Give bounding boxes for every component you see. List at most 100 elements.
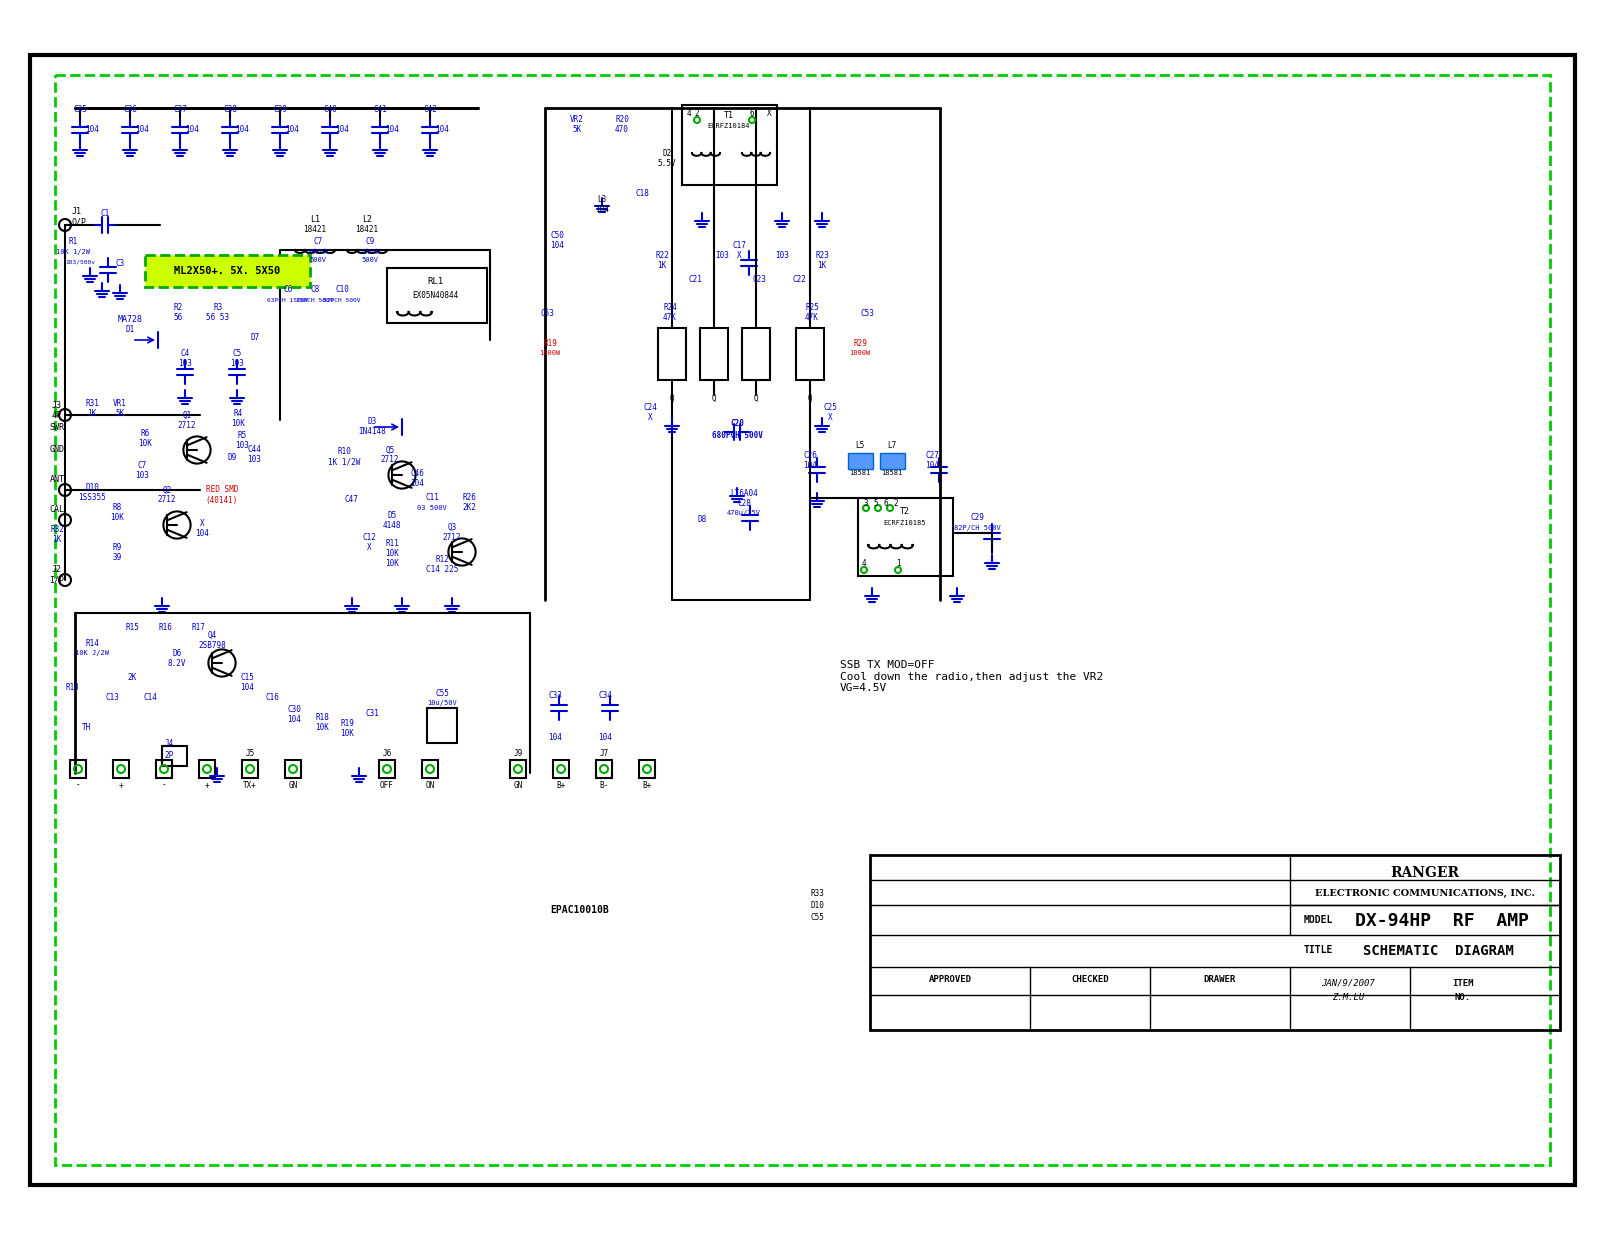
Text: CAL: CAL — [50, 506, 64, 515]
Bar — [880, 453, 906, 469]
Text: I03: I03 — [715, 251, 730, 261]
Text: C18: C18 — [635, 188, 650, 198]
Text: 4148: 4148 — [382, 521, 402, 529]
Text: C29: C29 — [970, 513, 984, 522]
Bar — [858, 499, 954, 576]
Text: 47K: 47K — [805, 313, 819, 323]
Text: TH: TH — [82, 724, 91, 732]
Text: +: + — [205, 781, 210, 789]
Text: C1: C1 — [101, 209, 110, 218]
Text: 680PCH 500V: 680PCH 500V — [712, 432, 763, 440]
Text: C39: C39 — [274, 105, 286, 115]
Text: C44: C44 — [246, 445, 261, 454]
Text: D6: D6 — [173, 648, 182, 658]
Bar — [848, 453, 874, 469]
Text: RED SMD: RED SMD — [206, 485, 238, 495]
Text: L1: L1 — [310, 215, 320, 224]
Text: 1000W: 1000W — [539, 350, 560, 356]
Text: X: X — [200, 518, 205, 527]
Text: C14: C14 — [142, 694, 157, 703]
Text: T1: T1 — [723, 111, 734, 120]
Text: C37: C37 — [173, 105, 187, 115]
Text: 104: 104 — [334, 125, 349, 135]
Text: C6: C6 — [283, 286, 293, 294]
Text: R11: R11 — [386, 538, 398, 548]
Text: Q: Q — [670, 393, 674, 402]
Text: C27: C27 — [925, 452, 939, 460]
Text: MODEL: MODEL — [1304, 915, 1333, 925]
Text: 104: 104 — [410, 479, 424, 487]
Text: X: X — [827, 412, 832, 422]
Text: C35: C35 — [74, 105, 86, 115]
Text: EPAC10010B: EPAC10010B — [550, 905, 610, 915]
Bar — [242, 760, 258, 778]
Text: R9: R9 — [112, 543, 122, 553]
Text: 10K 1/2W: 10K 1/2W — [56, 249, 90, 255]
Text: C23: C23 — [752, 276, 766, 285]
Text: J1: J1 — [72, 208, 82, 216]
Text: C3: C3 — [115, 259, 125, 267]
Text: X: X — [366, 543, 371, 553]
Text: R20: R20 — [614, 115, 629, 125]
Text: 63PCH 1500V: 63PCH 1500V — [267, 298, 309, 303]
Text: C14 225: C14 225 — [426, 565, 458, 574]
Text: R1: R1 — [69, 238, 78, 246]
Text: 103: 103 — [178, 360, 192, 369]
Text: Q: Q — [808, 393, 813, 402]
Text: 103: 103 — [134, 471, 149, 480]
Bar — [114, 760, 130, 778]
Text: 56: 56 — [173, 313, 182, 322]
Text: O/P: O/P — [72, 218, 86, 226]
Text: T2: T2 — [899, 506, 910, 516]
Text: ON: ON — [426, 781, 435, 789]
Text: C47: C47 — [344, 496, 358, 505]
Text: C12: C12 — [362, 533, 376, 543]
Text: J7: J7 — [600, 748, 608, 757]
Text: C55: C55 — [810, 913, 824, 922]
Text: C22: C22 — [792, 276, 806, 285]
Bar — [870, 855, 1560, 1030]
Text: 103: 103 — [246, 455, 261, 465]
Text: 1K: 1K — [818, 261, 827, 271]
Text: MA728: MA728 — [118, 315, 142, 324]
Text: L7: L7 — [888, 442, 896, 450]
Text: Q5: Q5 — [386, 445, 395, 454]
Text: R10: R10 — [338, 448, 350, 456]
Text: 82PCH 500V: 82PCH 500V — [323, 298, 360, 303]
Text: 1K: 1K — [658, 261, 667, 271]
Text: R22: R22 — [654, 251, 669, 261]
Text: R3: R3 — [213, 303, 222, 312]
Text: D7: D7 — [250, 334, 259, 343]
Text: C10: C10 — [334, 286, 349, 294]
Text: 3: 3 — [864, 499, 869, 507]
Text: TITLE: TITLE — [1304, 945, 1333, 955]
Text: R24: R24 — [662, 303, 677, 313]
Bar — [658, 328, 686, 380]
Text: 104: 104 — [195, 528, 210, 538]
Bar — [427, 708, 458, 743]
Text: L2: L2 — [362, 215, 371, 224]
Text: GND: GND — [50, 445, 64, 454]
Text: APPROVED: APPROVED — [928, 976, 971, 985]
Text: R32: R32 — [50, 526, 64, 534]
Text: R2: R2 — [173, 303, 182, 312]
Text: C42: C42 — [422, 105, 437, 115]
Text: 4: 4 — [686, 109, 691, 118]
Text: VR2: VR2 — [570, 115, 584, 125]
Text: 104: 104 — [134, 125, 149, 135]
Text: D9: D9 — [227, 453, 237, 461]
Text: C33: C33 — [549, 691, 562, 700]
Text: C7: C7 — [138, 461, 147, 470]
Text: C36: C36 — [123, 105, 138, 115]
Text: 10K: 10K — [230, 418, 245, 428]
Text: 6: 6 — [750, 109, 754, 118]
Text: Z.M.LU: Z.M.LU — [1331, 992, 1365, 1002]
Text: Q: Q — [712, 393, 717, 402]
Text: 12PCH: 12PCH — [360, 249, 381, 255]
Text: R15: R15 — [125, 623, 139, 632]
Bar — [742, 328, 770, 380]
Text: D3: D3 — [368, 418, 376, 427]
Text: 1: 1 — [896, 558, 901, 568]
Text: 10K: 10K — [386, 558, 398, 568]
Text: 4: 4 — [862, 558, 866, 568]
